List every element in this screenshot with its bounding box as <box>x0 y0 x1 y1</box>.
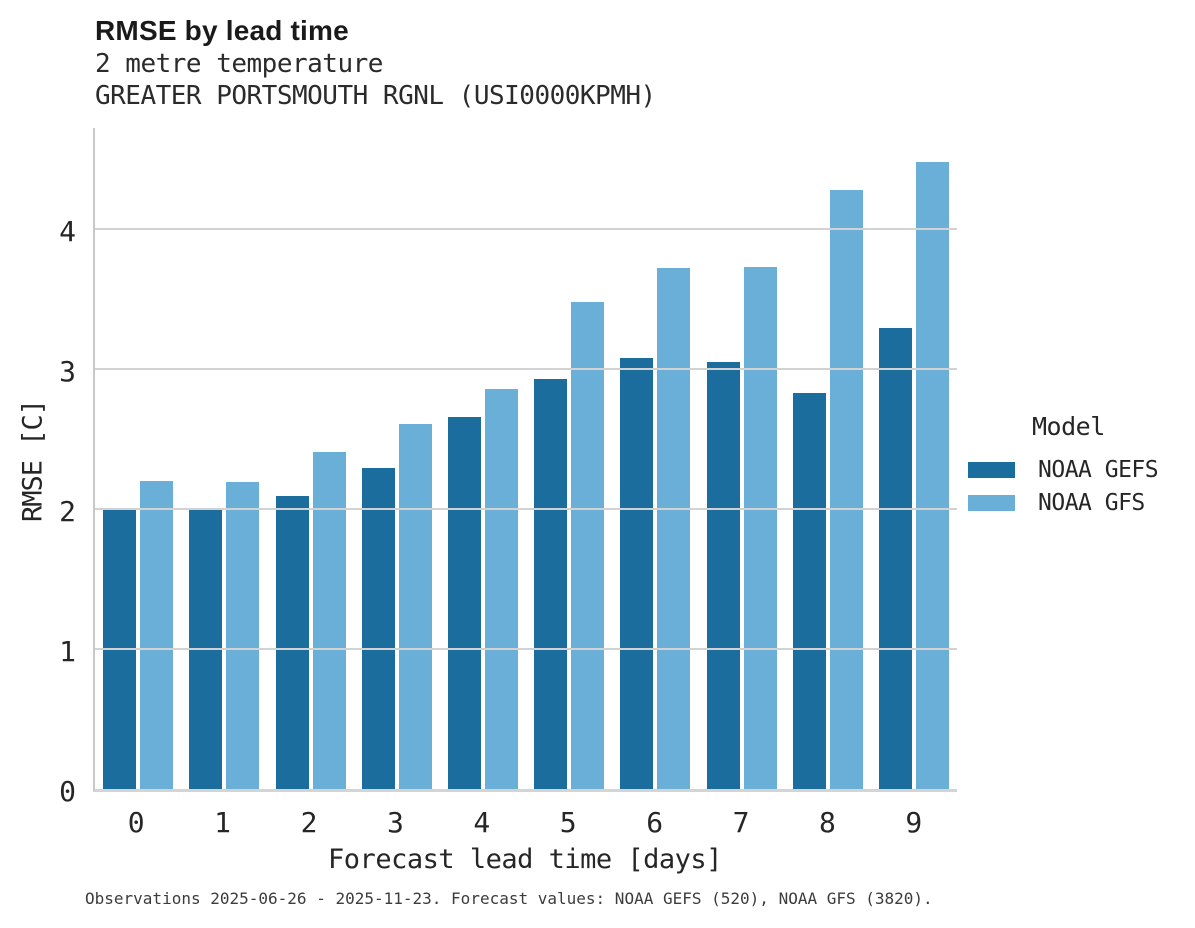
bar-group-day-7 <box>698 128 784 789</box>
chart-title: RMSE by lead time <box>95 15 349 46</box>
legend: Model NOAA GEFS NOAA GFS <box>968 412 1159 519</box>
bar-group-day-3 <box>354 128 440 789</box>
x-tick-label-1: 1 <box>214 806 232 839</box>
bar-noaa-gefs-day-8 <box>792 393 826 789</box>
x-tick-label-5: 5 <box>559 806 577 839</box>
legend-label-gfs: NOAA GFS <box>1038 489 1145 516</box>
x-tick-label-4: 4 <box>473 806 491 839</box>
y-tick-label-4: 4 <box>59 215 76 248</box>
legend-title: Model <box>1032 412 1105 441</box>
caption-text: Observations 2025-06-26 - 2025-11-23. Fo… <box>85 889 933 908</box>
bar-group-day-5 <box>526 128 612 789</box>
bar-noaa-gefs-day-6 <box>620 358 654 789</box>
bar-group-day-4 <box>440 128 526 789</box>
legend-swatch-gefs <box>968 461 1015 478</box>
y-tick-label-0: 0 <box>59 775 76 808</box>
x-tick-label-0: 0 <box>127 806 145 839</box>
chart-header: RMSE by lead time 2 metre temperature GR… <box>95 14 656 112</box>
gridline-y4 <box>95 228 957 230</box>
y-tick-label-1: 1 <box>59 635 76 668</box>
bar-group-day-9 <box>871 128 957 789</box>
bar-noaa-gfs-day-6 <box>657 268 691 789</box>
bar-noaa-gfs-day-8 <box>829 190 863 789</box>
bar-noaa-gfs-day-3 <box>398 424 432 789</box>
y-tick-label-3: 3 <box>59 355 76 388</box>
bar-noaa-gfs-day-9 <box>915 162 949 789</box>
x-tick-label-9: 9 <box>905 806 923 839</box>
y-tick-label-2: 2 <box>59 495 76 528</box>
x-tick-label-7: 7 <box>732 806 750 839</box>
bar-noaa-gfs-day-7 <box>743 267 777 789</box>
bar-noaa-gfs-day-4 <box>484 389 518 789</box>
x-tick-label-6: 6 <box>646 806 664 839</box>
plot-area <box>93 128 957 792</box>
gridline-y3 <box>95 368 957 370</box>
bar-noaa-gfs-day-2 <box>312 452 346 789</box>
legend-label-gefs: NOAA GEFS <box>1038 456 1159 483</box>
chart-subtitle-variable: 2 metre temperature <box>95 49 383 79</box>
bar-noaa-gfs-day-0 <box>140 481 174 789</box>
x-tick-label-8: 8 <box>819 806 836 839</box>
legend-entry-gefs: NOAA GEFS <box>968 453 1159 486</box>
bar-noaa-gefs-day-2 <box>275 496 309 789</box>
bar-noaa-gefs-day-5 <box>534 379 568 789</box>
bars-container <box>95 128 957 789</box>
x-tick-label-3: 3 <box>386 806 404 839</box>
bar-noaa-gfs-day-5 <box>571 302 605 789</box>
bar-noaa-gefs-day-4 <box>447 417 481 789</box>
x-tick-label-2: 2 <box>300 806 318 839</box>
gridline-y1 <box>95 648 957 650</box>
legend-swatch-gfs <box>968 494 1015 511</box>
chart-subtitle-station: GREATER PORTSMOUTH RGNL (USI0000KPMH) <box>95 81 656 111</box>
x-axis-label: Forecast lead time [days] <box>328 844 722 875</box>
bar-noaa-gefs-day-9 <box>878 328 912 789</box>
x-tick-labels: 0 1 2 3 4 5 6 7 8 9 <box>93 806 957 839</box>
bar-group-day-6 <box>612 128 698 789</box>
bar-noaa-gefs-day-7 <box>706 362 740 789</box>
bar-noaa-gefs-day-3 <box>361 468 395 789</box>
legend-entry-gfs: NOAA GFS <box>968 486 1158 519</box>
bar-noaa-gfs-day-1 <box>226 482 260 789</box>
gridline-y2 <box>95 508 957 510</box>
bar-group-day-8 <box>785 128 871 789</box>
